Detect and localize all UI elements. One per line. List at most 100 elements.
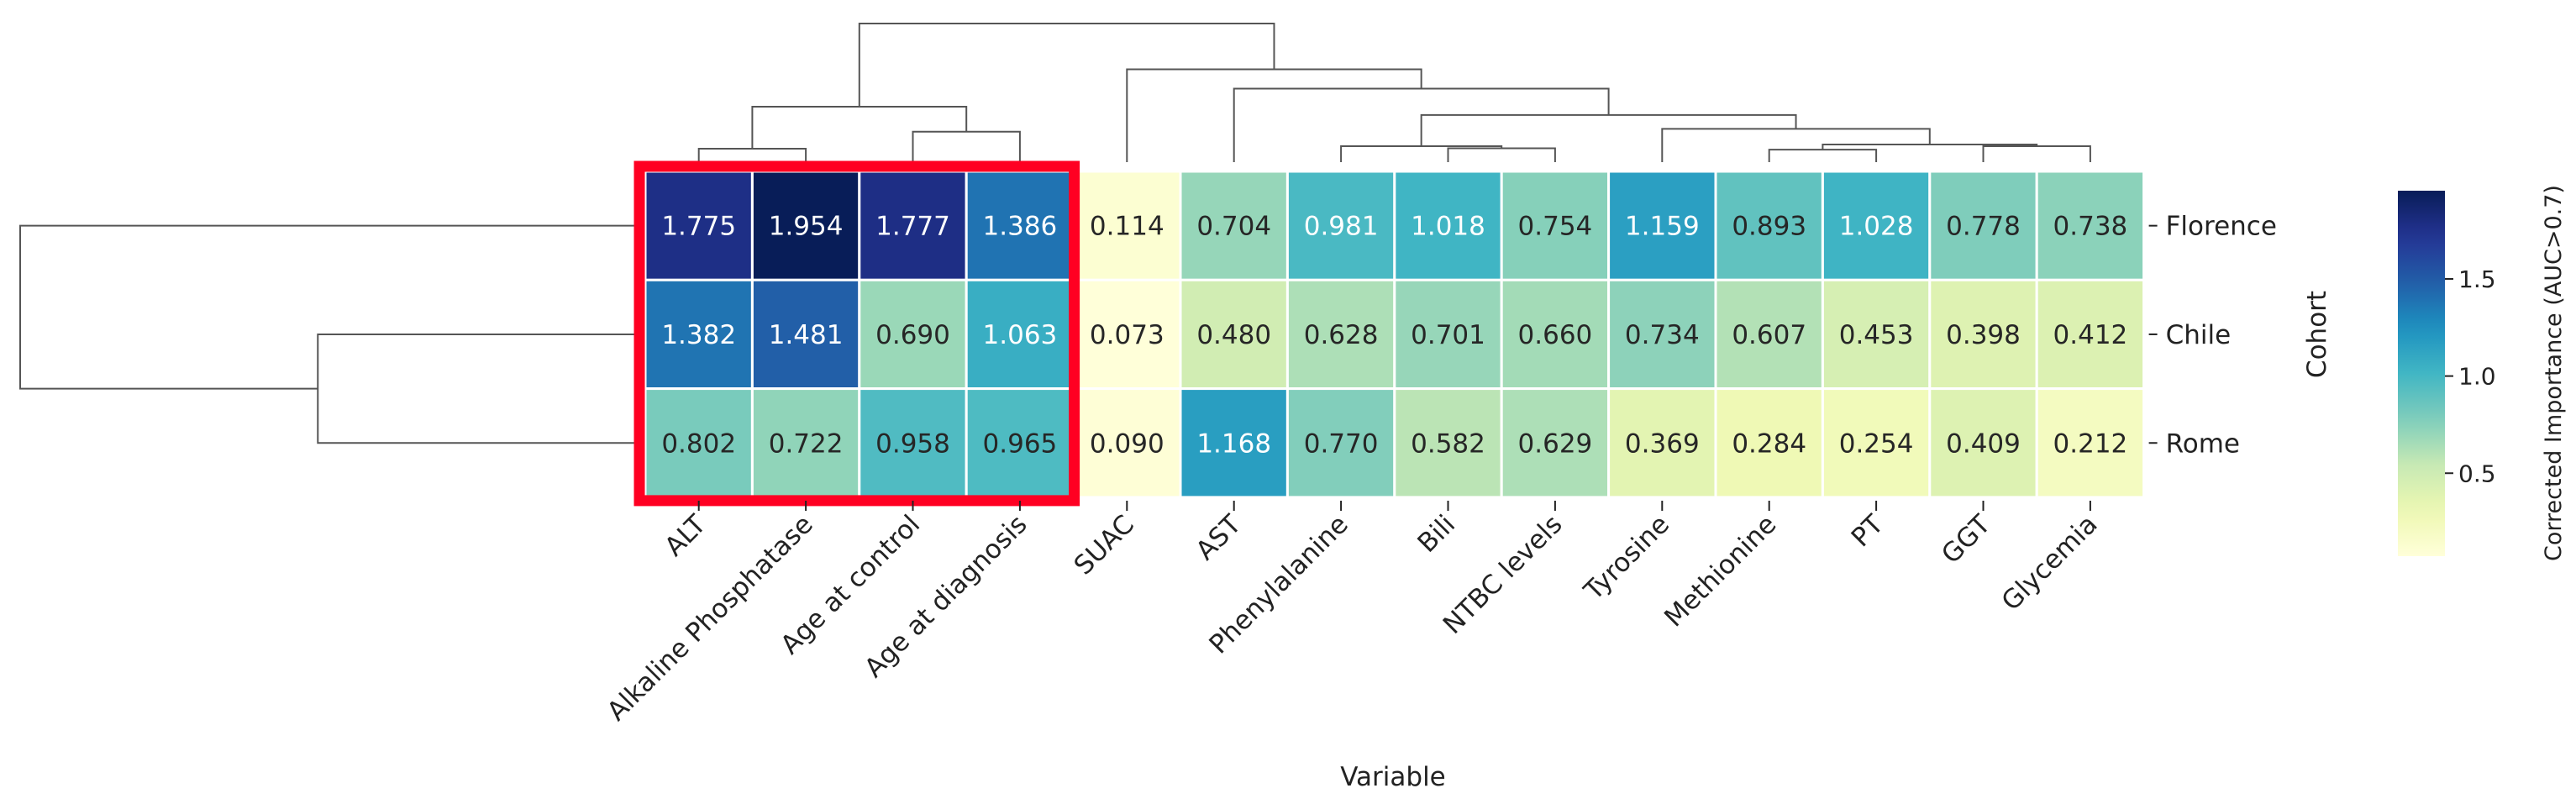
highlight-rectangle — [633, 160, 1080, 507]
heatmap-cell — [1500, 278, 1611, 391]
heatmap-cell — [858, 170, 968, 281]
y-axis-label: Cohort — [2302, 291, 2332, 378]
cell-value-label: 0.480 — [1196, 320, 1271, 350]
dendrogram-link — [858, 23, 1275, 107]
cell-value-label: 0.738 — [2053, 212, 2128, 242]
dendrogram-link — [1126, 68, 1422, 162]
column-dendrogram — [697, 23, 2091, 162]
cell-value-label: 1.954 — [769, 212, 844, 242]
cell-value-label: 0.981 — [1304, 212, 1379, 242]
heatmap-cell — [1714, 278, 1824, 391]
row-dendrogram — [19, 224, 635, 444]
cell-value-label: 1.481 — [769, 320, 844, 350]
heatmap-cell — [1607, 278, 1717, 391]
x-tick-label: AST — [1191, 508, 1249, 566]
heatmap-cell — [858, 387, 968, 499]
dendrogram-link — [751, 106, 968, 149]
x-tick-label: GGT — [1936, 508, 1997, 570]
heatmap-cell — [644, 170, 754, 281]
x-tick-label: ALT — [659, 508, 712, 562]
cell-value-label: 0.073 — [1090, 320, 1164, 350]
heatmap-cell — [1928, 170, 2038, 281]
dendrogram-link — [1447, 147, 1556, 162]
heatmap-cell — [1500, 387, 1611, 499]
heatmap-cell — [644, 278, 754, 391]
heatmap-cell — [965, 278, 1075, 391]
heatmap-cell — [1821, 278, 1932, 391]
dendrogram-link — [1420, 113, 1797, 147]
y-tick-label: Chile — [2166, 320, 2232, 350]
x-tick-label: Tyrosine — [1578, 509, 1675, 607]
cell-value-label: 1.063 — [983, 320, 1058, 350]
heatmap-cell — [750, 387, 861, 499]
x-tick-label: Glycemia — [1996, 509, 2104, 617]
heatmap-cell — [858, 278, 968, 391]
heatmap-cell — [1285, 278, 1396, 391]
cell-value-label: 0.660 — [1518, 320, 1593, 350]
cell-value-label: 0.778 — [1946, 212, 2021, 242]
heatmap-cell — [1500, 170, 1611, 281]
dendrogram-link — [1982, 145, 2091, 162]
cell-value-label: 0.628 — [1304, 320, 1379, 350]
dendrogram-link — [317, 333, 635, 444]
heatmap-cell — [1928, 387, 2038, 499]
cell-value-label: 1.168 — [1196, 428, 1271, 459]
y-tick-label: Florence — [2166, 212, 2277, 242]
cell-value-label: 1.018 — [1411, 212, 1485, 242]
dendrogram-link — [19, 224, 635, 390]
heatmap-cell — [1393, 170, 1503, 281]
cell-value-label: 0.770 — [1304, 428, 1379, 459]
dendrogram-link — [1661, 128, 1931, 162]
highlight-box — [633, 160, 1080, 507]
cell-value-label: 0.398 — [1946, 320, 2021, 350]
cell-value-label: 1.775 — [661, 212, 736, 242]
x-axis-label: Variable — [1340, 762, 1446, 792]
cell-value-label: 0.802 — [661, 428, 736, 459]
cell-value-label: 0.090 — [1090, 428, 1164, 459]
cell-value-label: 0.629 — [1518, 428, 1593, 459]
cell-value-label: 0.369 — [1625, 428, 1700, 459]
cell-value-label: 0.734 — [1625, 320, 1700, 350]
heatmap-cell — [2035, 278, 2146, 391]
cell-value-label: 0.754 — [1518, 212, 1593, 242]
cell-value-label: 0.114 — [1090, 212, 1164, 242]
cell-value-label: 0.958 — [875, 428, 950, 459]
cell-value-label: 0.284 — [1732, 428, 1806, 459]
cell-value-label: 1.159 — [1625, 212, 1700, 242]
cell-value-label: 1.777 — [875, 212, 950, 242]
heatmap-cells: 1.775 1.954 1.777 1.386 0.114 0.704 0.981 1.018… — [644, 170, 2146, 499]
colorbar — [2398, 191, 2445, 556]
heatmap-cell — [1714, 387, 1824, 499]
y-tick-label: Rome — [2166, 428, 2240, 459]
dendrogram-link — [1768, 149, 1878, 162]
heatmap-cell — [1285, 387, 1396, 499]
heatmap-cell — [1821, 170, 1932, 281]
heatmap-cell — [750, 278, 861, 391]
y-axis-ticks: Florence Chile Rome — [2148, 212, 2277, 459]
dendrogram-link — [912, 130, 1021, 162]
colorbar-ticks: 0.5 1.0 1.5 — [2445, 265, 2496, 487]
cell-value-label: 1.382 — [661, 320, 736, 350]
cell-value-label: 0.722 — [769, 428, 844, 459]
x-tick-label: Alkaline Phosphatase — [602, 509, 819, 727]
cell-value-label: 0.409 — [1946, 428, 2021, 459]
heatmap-cell — [1607, 387, 1717, 499]
cell-value-label: 1.028 — [1839, 212, 1914, 242]
colorbar-label: Corrected Importance (AUC>0.7) — [2541, 185, 2567, 561]
heatmap-cell — [644, 387, 754, 499]
cell-value-label: 1.386 — [983, 212, 1058, 242]
colorbar-tick-label: 1.5 — [2458, 265, 2496, 293]
x-tick-label: Methionine — [1659, 509, 1782, 633]
heatmap-cell — [1607, 170, 1717, 281]
cell-value-label: 0.453 — [1839, 320, 1914, 350]
cell-value-label: 0.893 — [1732, 212, 1806, 242]
cell-value-label: 0.582 — [1411, 428, 1485, 459]
heatmap-cell — [2035, 387, 2146, 499]
cell-value-label: 0.690 — [875, 320, 950, 350]
cell-value-label: 0.412 — [2053, 320, 2128, 350]
cell-value-label: 0.607 — [1732, 320, 1806, 350]
cell-value-label: 0.965 — [983, 428, 1058, 459]
x-tick-label: SUAC — [1069, 509, 1140, 581]
x-tick-label: Bili — [1412, 509, 1461, 559]
colorbar-tick-label: 0.5 — [2458, 460, 2496, 487]
